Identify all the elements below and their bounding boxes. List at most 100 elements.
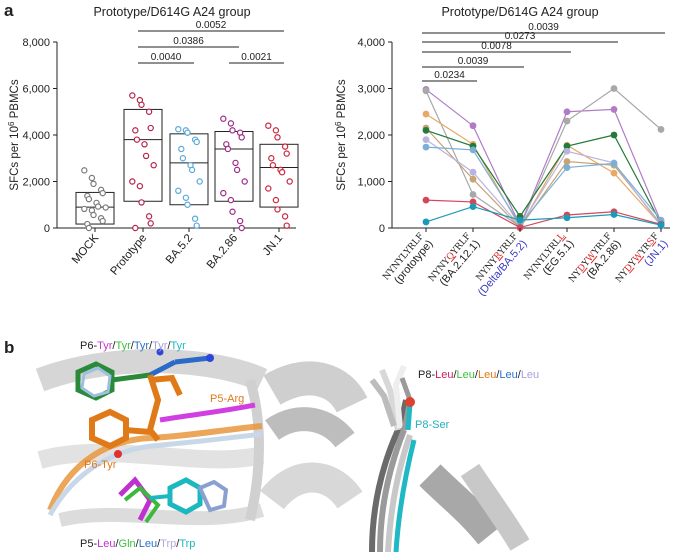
series-point bbox=[469, 203, 477, 211]
leu-sidechain bbox=[379, 368, 401, 431]
atom-nitrogen bbox=[206, 354, 214, 362]
tyr-bond bbox=[125, 427, 151, 435]
p-value-label: 0.0040 bbox=[151, 52, 182, 63]
leu-sidechain bbox=[392, 364, 407, 429]
trp-ring bbox=[197, 479, 229, 513]
p-value-label: 0.0039 bbox=[528, 22, 559, 33]
series-point bbox=[469, 168, 477, 176]
p5-arg-label: P5-Arg bbox=[210, 393, 244, 405]
chart-left-ylabel-text: SFCs per 106 PBMCs bbox=[7, 79, 21, 190]
data-point bbox=[138, 101, 145, 108]
data-point bbox=[220, 189, 227, 197]
structure-left: P6-Tyr/Tyr/Tyr/Tyr/Tyr P5-Arg P6-Tyr P5-… bbox=[35, 340, 268, 550]
helix-ribbon bbox=[37, 443, 265, 469]
data-point bbox=[220, 115, 227, 122]
x-category-label: NYDYWYRLF(BA.2.86) bbox=[567, 232, 623, 285]
series-point bbox=[469, 146, 477, 154]
arg-sidechain bbox=[149, 374, 183, 397]
data-point bbox=[145, 213, 153, 220]
helix-ribbon bbox=[35, 349, 268, 392]
series-point bbox=[516, 216, 524, 224]
data-point bbox=[184, 201, 191, 208]
helix-ribbon bbox=[265, 407, 355, 448]
data-point bbox=[278, 168, 286, 176]
data-point bbox=[281, 143, 289, 150]
arg-sidechain bbox=[146, 374, 162, 442]
series-point bbox=[610, 211, 618, 218]
y-tick-label: 3,000 bbox=[357, 84, 385, 96]
atom-oxygen bbox=[405, 397, 415, 407]
series-point bbox=[469, 191, 477, 198]
p-value-label: 0.0386 bbox=[173, 36, 204, 47]
data-point bbox=[241, 178, 248, 185]
series-point bbox=[422, 126, 430, 134]
series-line bbox=[425, 129, 662, 224]
data-point bbox=[178, 145, 185, 153]
series-point bbox=[563, 142, 571, 150]
p5-residue-label: P5-Leu/Gln/Leu/Trp/Trp bbox=[80, 538, 195, 550]
data-point bbox=[265, 122, 272, 129]
series-point bbox=[563, 147, 571, 155]
data-point bbox=[132, 127, 139, 134]
series-line bbox=[425, 87, 662, 228]
box-ba-2-86 bbox=[214, 131, 254, 202]
p6-tyr-mid-label: P6-Tyr bbox=[84, 459, 117, 471]
leu-sidechain bbox=[369, 378, 397, 427]
sequence-label: NYDYWYRSF bbox=[614, 232, 661, 285]
series-line bbox=[425, 127, 662, 229]
x-category-label: NYNYLYRLL(EG.5.1) bbox=[523, 231, 577, 282]
peptide-backbone-magenta bbox=[159, 402, 256, 423]
series-line bbox=[425, 139, 662, 228]
peptide-backbone-cyan bbox=[393, 439, 417, 552]
series-point bbox=[657, 126, 665, 133]
series-point bbox=[422, 143, 430, 151]
data-point bbox=[193, 138, 200, 146]
data-point bbox=[141, 141, 148, 148]
data-point bbox=[81, 167, 88, 174]
helix-ribbon bbox=[58, 503, 265, 527]
series-point bbox=[563, 158, 571, 165]
series-point bbox=[422, 196, 430, 204]
data-point bbox=[265, 185, 272, 192]
data-point bbox=[99, 189, 106, 197]
series-point bbox=[516, 224, 524, 231]
x-tick-label: BA.2.86 bbox=[205, 232, 240, 271]
y-tick-label: 2,000 bbox=[22, 177, 50, 189]
tyr-bond bbox=[111, 372, 151, 383]
series-point bbox=[563, 214, 571, 222]
p8-ser-label: P8-Ser bbox=[415, 419, 450, 431]
x-tick-label: JN.1 bbox=[261, 232, 285, 258]
tyr-ring-top bbox=[75, 361, 115, 401]
panel-b-label: b bbox=[4, 338, 14, 357]
series-point bbox=[422, 136, 430, 144]
data-point bbox=[229, 208, 236, 215]
trp-bond bbox=[149, 494, 171, 500]
y-tick-label: 1,000 bbox=[357, 177, 385, 189]
structure-right: P8-Leu/Leu/Leu/Leu/Leu P8-Ser bbox=[260, 355, 539, 552]
box-mock bbox=[75, 191, 115, 225]
sequence-label: NYNYQYRLF bbox=[427, 232, 473, 284]
y-tick-label: 4,000 bbox=[22, 130, 50, 142]
data-point bbox=[102, 204, 109, 211]
data-point bbox=[193, 222, 200, 229]
series-point bbox=[469, 198, 477, 206]
data-point bbox=[274, 206, 281, 213]
data-point bbox=[145, 108, 153, 115]
data-point bbox=[283, 222, 290, 229]
data-point bbox=[132, 224, 139, 232]
data-point bbox=[274, 134, 281, 141]
data-point bbox=[142, 152, 150, 160]
p8-leu-label: P8-Leu/Leu/Leu/Leu/Leu bbox=[418, 369, 539, 381]
data-point bbox=[138, 199, 145, 206]
helix-ribbon bbox=[263, 361, 368, 414]
data-point bbox=[147, 220, 154, 227]
tyr-ring-top-overlay bbox=[80, 366, 112, 398]
p6-tyr-label: P6-Tyr/Tyr/Tyr/Tyr/Tyr bbox=[80, 340, 186, 352]
peptide-backbone-orange bbox=[47, 423, 263, 512]
series-point bbox=[563, 117, 571, 125]
data-point bbox=[85, 224, 93, 232]
helix-ribbon bbox=[260, 462, 363, 510]
data-point bbox=[99, 217, 106, 225]
data-point bbox=[229, 127, 236, 134]
peptide-backbone-blue bbox=[47, 431, 263, 517]
